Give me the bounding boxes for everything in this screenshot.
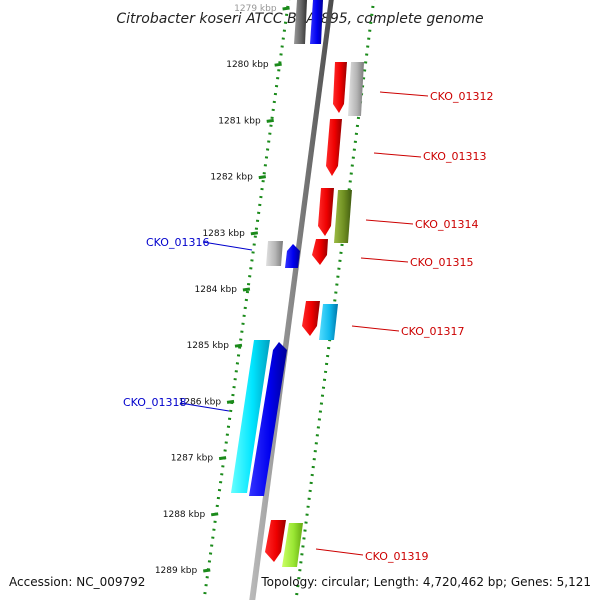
- kbp-tick-label: 1279 kbp: [234, 4, 277, 14]
- kbp-tick-label: 1281 kbp: [218, 116, 261, 126]
- leader-line-cko-01312: [379, 91, 429, 97]
- right-guide-dots: [294, 0, 376, 600]
- gene-label-cko-01314[interactable]: CKO_01314: [415, 218, 478, 231]
- gene-arrow-cko-01315[interactable]: [312, 239, 328, 265]
- leader-line-cko-01313: [373, 152, 422, 158]
- kbp-tick-mark: [203, 568, 211, 573]
- gene-arrow-cko-01314[interactable]: [318, 188, 334, 236]
- leader-line-cko-01315: [360, 257, 409, 263]
- gene-arrow-unlabeled: [294, 0, 307, 44]
- kbp-tick-mark: [282, 6, 290, 11]
- gene-labels: CKO_01312 CKO_01313 CKO_01314 CKO_01315 …: [123, 90, 493, 563]
- leader-line-cko-01314: [365, 219, 414, 225]
- gene-arrow-unlabeled: [231, 340, 270, 493]
- gene-label-cko-01312[interactable]: CKO_01312: [430, 90, 493, 103]
- kbp-tick-mark: [258, 175, 266, 180]
- gene-label-cko-01319[interactable]: CKO_01319: [365, 550, 428, 563]
- gene-arrow-unlabeled: [310, 0, 323, 44]
- kbp-tick-mark: [250, 231, 259, 236]
- kbp-tick-mark: [218, 456, 227, 461]
- kbp-tick-label: 1287 kbp: [171, 454, 214, 464]
- kbp-tick-label: 1288 kbp: [163, 510, 206, 520]
- kbp-tick-label: 1285 kbp: [187, 341, 230, 351]
- kbp-tick-mark: [226, 399, 235, 404]
- kbp-ticks: 1279 kbp 1280 kbp 1281 kbp 1282 kbp 1283 kbp…: [155, 4, 290, 576]
- leader-line-cko-01319: [315, 548, 364, 556]
- gene-arrow-unlabeled: [266, 241, 283, 266]
- gene-arrow-unlabeled: [319, 304, 338, 340]
- gene-features: [231, 0, 364, 567]
- left-guide-dots: [202, 0, 291, 600]
- leader-line-cko-01318: [179, 402, 230, 412]
- genome-summary-text: Topology: circular; Length: 4,720,462 bp…: [260, 575, 591, 589]
- accession-text: Accession: NC_009792: [9, 575, 145, 589]
- leader-line-cko-01317: [351, 325, 400, 332]
- kbp-tick-label: 1286 kbp: [179, 397, 222, 407]
- kbp-tick-label: 1283 kbp: [202, 229, 245, 239]
- leader-line-cko-01316: [202, 241, 253, 251]
- gene-label-cko-01313[interactable]: CKO_01313: [423, 150, 486, 163]
- gene-arrow-cko-01313[interactable]: [326, 119, 342, 176]
- gene-label-cko-01315[interactable]: CKO_01315: [410, 256, 473, 269]
- kbp-tick-label: 1289 kbp: [155, 566, 198, 576]
- gene-arrow-unlabeled: [282, 523, 303, 567]
- gene-arrow-cko-01316[interactable]: [285, 244, 300, 268]
- kbp-tick-label: 1282 kbp: [210, 173, 253, 183]
- kbp-tick-mark: [274, 62, 282, 67]
- gene-arrow-unlabeled: [348, 62, 364, 116]
- gene-label-cko-01318[interactable]: CKO_01318: [123, 396, 186, 409]
- kbp-tick-mark: [266, 118, 274, 123]
- gene-arrow-cko-01317[interactable]: [302, 301, 320, 336]
- gene-label-cko-01316[interactable]: CKO_01316: [146, 236, 209, 249]
- gene-label-cko-01317[interactable]: CKO_01317: [401, 325, 464, 338]
- gene-arrow-unlabeled: [334, 190, 352, 243]
- kbp-tick-mark: [210, 512, 219, 517]
- genome-backbone: [249, 0, 334, 600]
- kbp-tick-mark: [242, 287, 251, 292]
- kbp-tick-label: 1284 kbp: [195, 285, 238, 295]
- tick-guide-lines: [202, 0, 376, 600]
- kbp-tick-mark: [234, 343, 243, 348]
- kbp-tick-label: 1280 kbp: [226, 60, 269, 70]
- gene-arrow-cko-01318[interactable]: [249, 342, 287, 496]
- gene-arrow-cko-01312[interactable]: [333, 62, 347, 113]
- gene-arrow-cko-01319[interactable]: [265, 520, 286, 562]
